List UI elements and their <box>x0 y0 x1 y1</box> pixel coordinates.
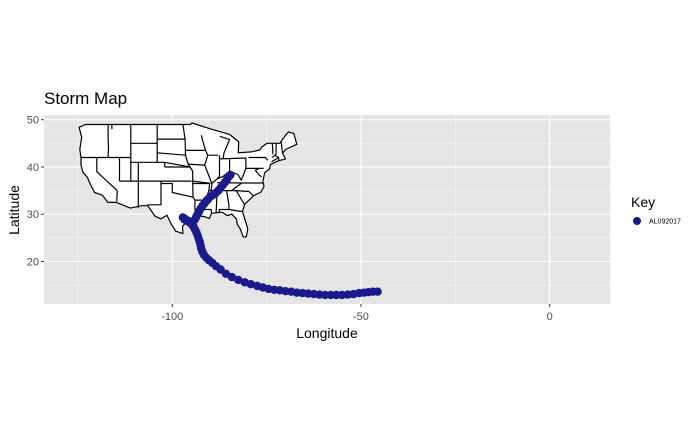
grid-minor-lines <box>44 115 610 304</box>
us-states-basemap <box>78 122 298 238</box>
legend-key-dot <box>633 217 641 225</box>
x-tick-label: -100 <box>161 311 183 323</box>
storm-point-al092017 <box>226 170 235 180</box>
state-border <box>96 157 118 192</box>
us-outline <box>78 122 298 238</box>
storm-point-al092017 <box>253 281 262 291</box>
y-tick-label: 30 <box>27 209 39 221</box>
state-border <box>245 157 264 169</box>
state-border <box>200 135 207 151</box>
state-border <box>254 167 263 178</box>
y-tick-label: 20 <box>27 256 39 268</box>
y-axis-title: Latitude <box>6 185 22 235</box>
x-tick-label: -50 <box>353 311 369 323</box>
legend-label-al092017: AL092017 <box>649 219 681 226</box>
storm-point-al092017 <box>240 278 249 287</box>
state-border <box>280 141 284 154</box>
state-border <box>237 168 247 181</box>
state-border <box>188 163 205 166</box>
state-border <box>248 156 269 161</box>
state-border <box>228 208 243 212</box>
state-border <box>236 190 254 197</box>
x-axis-title: Longitude <box>296 325 358 341</box>
y-tick-label: 40 <box>27 162 39 174</box>
state-border <box>157 152 186 156</box>
state-border <box>271 156 280 163</box>
storm-track-points <box>178 170 382 300</box>
x-axis-ticks: -100 -50 0 <box>161 304 553 323</box>
state-border <box>219 157 246 160</box>
chart-title: Storm Map <box>44 89 127 108</box>
state-border <box>219 135 231 159</box>
state-border <box>235 190 245 205</box>
storm-point-al092017 <box>234 275 243 285</box>
state-border <box>161 182 194 198</box>
y-tick-label: 50 <box>27 115 39 127</box>
y-axis-ticks: 20 30 40 50 <box>27 115 44 268</box>
x-tick-label: 0 <box>547 311 553 323</box>
state-border <box>271 143 277 158</box>
legend-title: Key <box>631 194 655 210</box>
state-border <box>204 155 213 191</box>
state-border <box>231 182 264 192</box>
state-border <box>147 181 162 206</box>
legend: Key AL092017 <box>631 194 681 226</box>
